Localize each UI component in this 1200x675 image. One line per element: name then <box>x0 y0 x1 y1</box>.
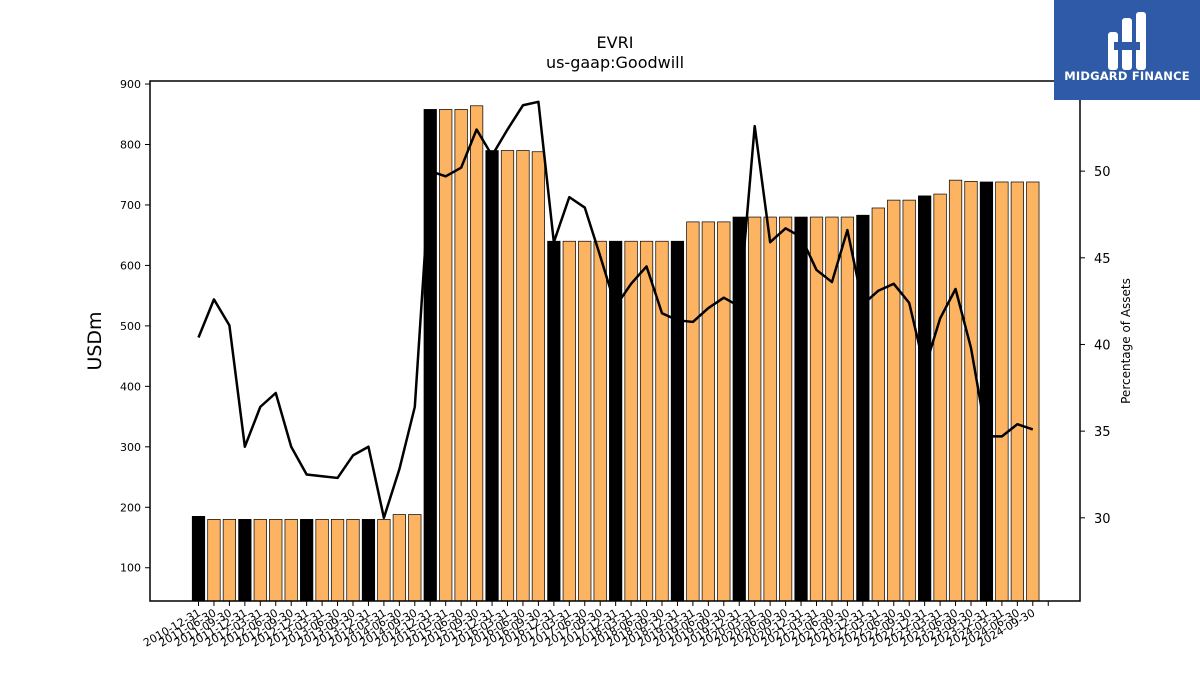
bar <box>315 519 329 602</box>
bar <box>902 199 916 602</box>
y2-tick-label: 35 <box>1094 425 1111 440</box>
bar <box>361 519 376 602</box>
y2-axis-label: Percentage of Assets <box>1119 278 1133 404</box>
bar <box>948 179 963 602</box>
y-tick-label: 600 <box>120 259 141 272</box>
bar <box>686 221 700 602</box>
y-tick-label: 200 <box>120 501 141 514</box>
bar <box>454 109 468 602</box>
bar <box>377 519 391 602</box>
bar <box>578 240 592 602</box>
bar <box>238 519 252 602</box>
bar <box>655 240 669 602</box>
bar <box>207 519 221 602</box>
y2-tick-label: 40 <box>1094 338 1111 353</box>
bar <box>887 199 901 602</box>
bar <box>485 150 499 602</box>
bar <box>392 514 406 602</box>
y-tick-label: 900 <box>120 78 141 91</box>
y-tick-label: 400 <box>120 380 141 393</box>
bar <box>222 519 236 602</box>
bar <box>300 519 314 602</box>
bar <box>1010 181 1024 602</box>
bar <box>717 221 731 602</box>
bar <box>547 240 561 602</box>
plot-frame <box>149 80 1081 602</box>
bar <box>562 240 576 602</box>
brand-name: MIDGARD FINANCE <box>1064 69 1190 83</box>
y-tick-label: 700 <box>120 199 141 212</box>
bar-series <box>191 105 1040 602</box>
bar <box>918 195 932 602</box>
line-series <box>197 100 1034 520</box>
bar <box>856 214 870 602</box>
bar <box>593 240 607 602</box>
bar <box>346 519 360 602</box>
bar <box>871 207 885 602</box>
bar <box>408 514 422 602</box>
chart-subtitle: us-gaap:Goodwill <box>546 53 684 72</box>
bar <box>995 181 1009 602</box>
bar <box>964 181 978 602</box>
bar <box>825 216 839 602</box>
y-tick-label: 500 <box>120 320 141 333</box>
bar <box>639 240 654 602</box>
bar <box>516 150 530 602</box>
bar <box>470 105 484 602</box>
bar <box>794 216 808 602</box>
bar <box>191 515 206 602</box>
bar <box>701 221 715 602</box>
bar <box>500 150 515 602</box>
bar <box>330 519 345 602</box>
chart-title: EVRI <box>597 33 634 52</box>
midgard-logo-icon <box>1108 12 1146 70</box>
y-tick-label: 100 <box>120 562 141 575</box>
y-tick-label: 300 <box>120 441 141 454</box>
brand-logo: MIDGARD FINANCE <box>1054 0 1200 100</box>
y-tick-label: 800 <box>120 138 141 151</box>
bar <box>933 193 947 602</box>
bar <box>439 109 453 602</box>
bar <box>531 151 546 602</box>
percentage-line <box>197 100 1034 520</box>
bar <box>763 216 777 602</box>
y2-tick-label: 50 <box>1094 165 1111 180</box>
bar <box>1026 181 1040 602</box>
bar <box>624 240 638 602</box>
bar <box>732 216 746 602</box>
y-axis-right: 30 35 40 45 50 <box>1080 165 1111 527</box>
bar <box>979 181 994 602</box>
y2-tick-label: 45 <box>1094 252 1111 267</box>
bar <box>840 216 855 602</box>
bar <box>253 519 267 602</box>
y2-tick-label: 30 <box>1094 512 1111 527</box>
bar <box>778 216 793 602</box>
bar <box>284 519 298 602</box>
y-axis-left: 100 200 300 400 500 600 700 800 900 <box>120 78 150 575</box>
y-axis-label: USDm <box>84 311 106 370</box>
x-axis: 2010-12-312011-06-302011-09-302011-12-31… <box>141 601 1049 650</box>
bar <box>269 519 283 602</box>
bar <box>670 240 685 602</box>
bar <box>748 216 762 602</box>
